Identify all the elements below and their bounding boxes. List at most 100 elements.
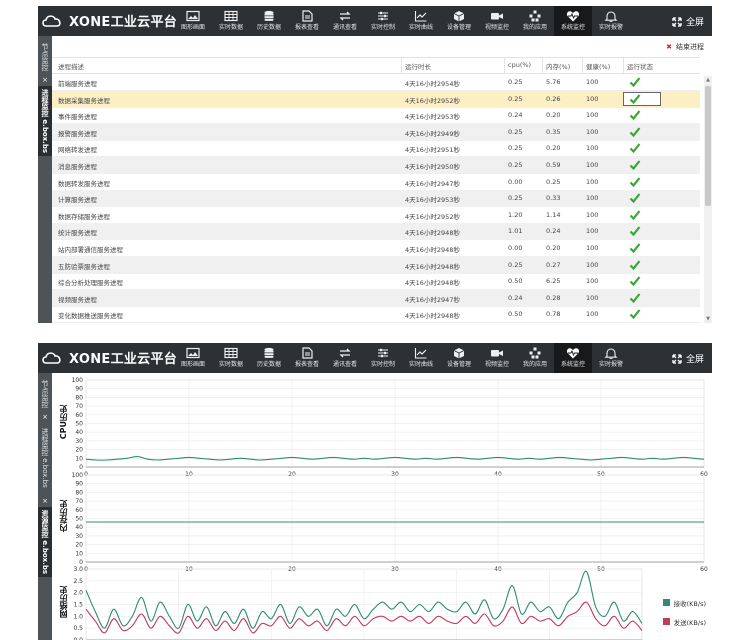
table-row[interactable]: 数据转发服务进程 4天16小时2947秒 0.00 0.25 100 [52,174,700,191]
chart-ylabel: CPU历史 [59,404,68,439]
end-process-button[interactable]: ✖ 结束进程 [666,42,704,52]
legend-item[interactable]: 接收(KB/s) [662,598,706,608]
table-cell-name: 前端服务进程 [58,80,97,88]
check-icon [629,210,641,220]
menu-item-label: 图形画面 [180,24,205,31]
table-row[interactable]: 综合分析处理服务进程 4天16小时2948秒 0.50 6.25 100 [52,273,700,291]
table-cell-uptime: 4天16小时2947秒 [405,295,460,304]
y-tick-label: 50 [75,421,83,428]
check-icon [629,110,641,121]
check-icon [629,143,641,154]
table-icon [224,347,238,359]
menu-item-table[interactable]: 实时数据 [212,343,250,373]
table-row[interactable]: 网络转发进程 4天16小时2951秒 0.25 0.20 100 [52,140,700,158]
fullscreen-button[interactable]: 全屏 [672,15,704,28]
logo-2: XONE工业云平台 [41,348,177,367]
column-header[interactable]: cpu(%) [508,61,532,69]
menu-item-video[interactable]: 视频监控 [478,343,516,373]
y-tick-label: 60 [75,507,83,514]
table-row[interactable]: 数据采集服务进程 4天16小时2952秒 0.25 0.26 100 [52,90,700,108]
heartbeat-icon [566,11,580,22]
menu-item-table[interactable]: 实时数据 [212,6,250,36]
menu-item-line-chart[interactable]: 实时曲线 [402,343,440,373]
menu-item-heartbeat[interactable]: 系统监控 [554,343,592,373]
table-scrollbar[interactable]: ▲ ▼ [704,76,712,323]
menu-item-database[interactable]: 历史数据 [250,343,288,373]
tab-process-monitor[interactable]: 进程监控 e.box.bs [38,86,52,156]
menu-item-sliders[interactable]: 实时控制 [364,343,402,373]
table-row[interactable]: 变化数据推送服务进程 4天16小时2948秒 0.50 0.78 100 [52,306,700,324]
menu-item-exchange[interactable]: 通讯查看 [326,343,364,373]
column-header[interactable]: 健康(%) [586,63,611,71]
table-cell-cpu: 0.00 [508,177,523,186]
tab-close-icon[interactable]: × [42,413,48,421]
column-divider [623,58,624,74]
y-tick-label: 0.5 [73,625,83,632]
menu-item-database[interactable]: 历史数据 [250,6,288,36]
tab-process-monitor-2[interactable]: 进程监控 e.box.bs [38,423,52,493]
fullscreen-button-2[interactable]: 全屏 [672,352,704,365]
menu-item-video[interactable]: 视频监控 [478,6,516,36]
column-header[interactable]: 进程描述 [58,63,84,71]
check-icon [629,176,641,187]
x-tick-label: 50 [597,566,605,573]
tab-resource-monitor[interactable]: 资源监控 e.box.bs [38,507,52,577]
table-row[interactable]: 报警服务进程 4天16小时2949秒 0.25 0.35 100 [52,123,700,141]
menu-item-label: 实时数据 [218,361,243,368]
tab-node-monitor[interactable]: 节点监控 [38,42,52,72]
legend-item[interactable]: 发送(KB/s) [662,617,706,627]
menu-item-bell[interactable]: 实时报警 [592,6,630,36]
menu-item-picture[interactable]: 图形画面 [174,343,212,373]
tab-close-icon[interactable]: × [42,76,48,84]
menu-item-exchange[interactable]: 通讯查看 [326,6,364,36]
table-row[interactable]: 五防验票服务进程 4天16小时2948秒 0.25 0.27 100 [52,256,700,274]
cloud-logo-icon [42,351,61,364]
table-row[interactable]: 统计服务进程 4天16小时2948秒 1.01 0.24 100 [52,223,700,241]
table-cell-uptime: 4天16小时2954秒 [405,80,460,88]
tab-close-icon[interactable]: × [42,497,48,505]
table-cell-mem: 0.20 [546,244,561,252]
table-cell-mem: 0.26 [546,94,561,103]
menu-item-report[interactable]: 报表查看 [288,343,326,373]
tab-node-monitor-label-2: 节点监控 [41,380,49,408]
scroll-thumb[interactable] [705,86,711,206]
scroll-up-icon[interactable]: ▲ [706,77,710,83]
check-icon [629,226,641,237]
menu-item-cube[interactable]: 设备管理 [440,343,478,373]
y-tick-label: 40 [75,524,83,531]
column-header[interactable]: 运行状态 [627,63,653,71]
menu-item-report[interactable]: 报表查看 [288,6,326,36]
table-row[interactable]: 站内部署通信服务进程 4天16小时2948秒 0.00 0.20 100 [52,240,700,257]
table-cell-uptime: 4天16小时2949秒 [405,129,460,138]
chart-panel: 网络历史 0.0 0.5 1.0 1.5 2.0 2.5 3.0 接收(KB/s) 发送(KB/s… [52,566,712,640]
menu-item-heartbeat[interactable]: 系统监控 [554,6,592,36]
menu-item-bell[interactable]: 实时报警 [592,343,630,373]
scroll-down-icon[interactable]: ▼ [706,316,710,322]
column-header[interactable]: 运行时长 [405,63,431,71]
tab-node-monitor-2[interactable]: 节点监控 [38,379,52,409]
menu-item-line-chart[interactable]: 实时曲线 [402,6,440,36]
column-header[interactable]: 内存(%) [546,63,571,71]
table-row[interactable]: 消息服务进程 4天16小时2950秒 0.25 0.59 100 [52,157,700,174]
menu-item-cube[interactable]: 设备管理 [440,6,478,36]
table-cell-health: 100 [586,310,599,319]
table-row[interactable]: 数据存储服务进程 4天16小时2952秒 1.20 1.14 100 [52,207,700,224]
menu-item-picture[interactable]: 图形画面 [174,6,212,36]
y-tick-label: 70 [75,498,83,505]
table-cell-cpu: 1.20 [508,210,523,219]
menu-item-apps[interactable]: 我的应用 [516,343,554,373]
table-row[interactable]: 前端服务进程 4天16小时2954秒 0.25 5.76 100 [52,74,700,91]
table-cell-uptime: 4天16小时2947秒 [405,179,460,188]
menu-item-apps[interactable]: 我的应用 [516,6,554,36]
table-row[interactable]: 计算服务进程 4天16小时2953秒 0.25 0.33 100 [52,190,700,208]
table-cell-name: 变化数据推送服务进程 [58,312,123,321]
table-cell-health: 100 [586,78,599,86]
table-row[interactable]: 视频服务进程 4天16小时2947秒 0.24 0.28 100 [52,289,700,307]
table-row[interactable]: 事件服务进程 4天16小时2953秒 0.24 0.20 100 [52,107,700,125]
x-tick-label: 40 [494,471,502,478]
table-cell-health: 100 [586,260,599,269]
menu-item-label: 实时控制 [370,361,395,368]
sliders-icon [378,11,388,21]
menu-item-sliders[interactable]: 实时控制 [364,6,402,36]
